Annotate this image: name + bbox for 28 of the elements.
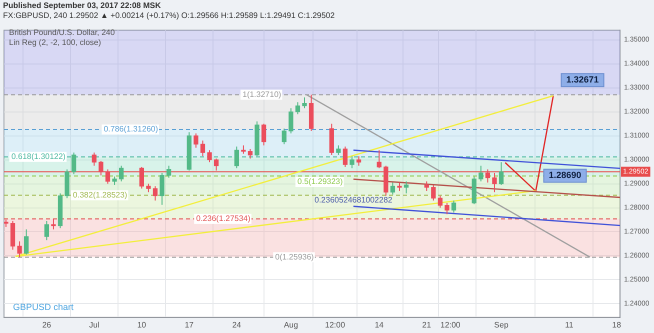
ref-line-label: 1(1.32710) (242, 90, 282, 99)
chart-subtitle: British Pound/U.S. Dollar, 240 (9, 28, 115, 37)
annotation: Lin Reg (2, -2, 100, close) (9, 38, 102, 47)
x-tick-label: 18 (612, 320, 622, 330)
ref-line-label: 0(1.25936) (275, 252, 314, 262)
x-tick-label: 12:00 (325, 320, 346, 330)
annotation: 1.32671 (566, 74, 599, 85)
x-tick-label: Sep (494, 320, 509, 330)
x-tick-label: Aug (284, 320, 298, 330)
x-tick-label: 10 (137, 320, 147, 330)
x-tick-label: 24 (232, 320, 242, 330)
annotation: 0.2360524681002282 (314, 196, 393, 205)
x-tick-label: 14 (374, 320, 384, 330)
x-tick-label: 12:00 (440, 320, 461, 330)
text: Published September 03, 2017 22:08 MSK (3, 1, 161, 10)
chart-title: FX:GBPUSD, 240 1.29502 ▲ +0.00214 (+0.17%) O:1.29566 H:1.29589 L:1.29491 C:1.29502 (3, 11, 335, 20)
x-tick-label: 26 (42, 320, 52, 330)
x-tick-label: 11 (564, 320, 574, 330)
ref-line-label: 0.786(1.31260) (104, 124, 158, 134)
ref-line-label: 0.236(1.27534) (196, 214, 251, 224)
ref-line-label: 0.618(1.30122) (11, 152, 66, 162)
annotation: 1.28690 (548, 170, 582, 180)
annotation: GBPUSD chart (13, 302, 74, 312)
x-tick-label: 17 (184, 320, 194, 330)
x-tick-label: Jul (89, 320, 100, 330)
x-tick-label: 21 (422, 320, 432, 330)
ref-line-label: 0.5(1.29323) (297, 177, 344, 186)
ref-line-label: 0.382(1.28523) (72, 190, 128, 200)
